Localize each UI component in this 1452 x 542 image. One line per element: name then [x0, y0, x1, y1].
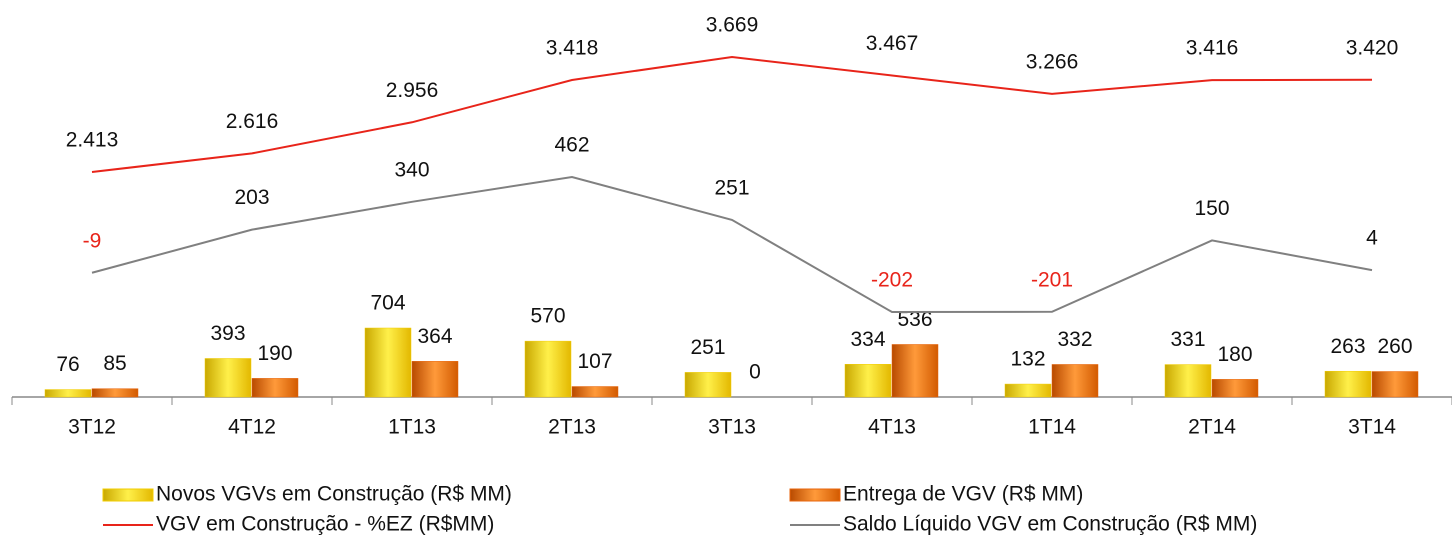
bar — [44, 389, 92, 398]
data-label: 3.266 — [1026, 50, 1079, 73]
line — [91, 175, 1373, 314]
data-label: 462 — [554, 134, 589, 157]
bar — [364, 327, 412, 398]
bar — [251, 378, 299, 398]
bar — [1211, 379, 1259, 398]
bar-label: 364 — [417, 325, 452, 348]
data-label: 2.413 — [66, 129, 119, 152]
bar — [411, 361, 459, 398]
bar-label: 263 — [1330, 335, 1365, 358]
bar — [1004, 383, 1052, 398]
bar-label: 331 — [1170, 328, 1205, 351]
bar — [844, 364, 892, 398]
x-tick-label: 4T12 — [228, 416, 276, 439]
data-label: 2.956 — [386, 79, 439, 102]
bar-label: 251 — [690, 336, 725, 359]
bar-label: 536 — [897, 308, 932, 331]
legend-swatch — [102, 488, 154, 502]
data-label: 203 — [234, 186, 269, 209]
data-label: 340 — [394, 158, 429, 181]
legend-swatch — [789, 488, 841, 502]
bar — [1051, 364, 1099, 398]
data-label: -9 — [83, 229, 102, 252]
bar — [91, 388, 139, 398]
data-label: 3.420 — [1346, 36, 1399, 59]
x-tick-label: 4T13 — [868, 416, 916, 439]
x-tick-label: 1T14 — [1028, 416, 1076, 439]
bar — [1324, 370, 1372, 398]
bar — [1371, 371, 1419, 398]
bar — [571, 386, 619, 398]
x-tick-label: 3T13 — [708, 416, 756, 439]
bar-label: 0 — [749, 361, 761, 384]
bar-label: 334 — [850, 328, 885, 351]
bar-label: 76 — [56, 353, 79, 376]
line — [91, 55, 1373, 173]
bar-label: 107 — [577, 350, 612, 373]
bar-label: 132 — [1010, 348, 1045, 371]
data-label: 4 — [1366, 227, 1378, 250]
bar-label: 570 — [530, 305, 565, 328]
legend-label: Entrega de VGV (R$ MM) — [843, 483, 1083, 506]
x-tick-label: 2T13 — [548, 416, 596, 439]
data-label: 3.669 — [706, 14, 759, 37]
data-label: 251 — [714, 176, 749, 199]
bar-label: 704 — [370, 292, 405, 315]
bar-label: 190 — [257, 342, 292, 365]
data-label: 3.467 — [866, 32, 919, 55]
legend-label: Novos VGVs em Construção (R$ MM) — [156, 483, 512, 506]
bar-label: 180 — [1217, 343, 1252, 366]
x-tick-label: 3T12 — [68, 416, 116, 439]
data-label: 3.418 — [546, 37, 599, 60]
x-tick-label: 1T13 — [388, 416, 436, 439]
bar-label: 85 — [103, 352, 126, 375]
x-tick-label: 2T14 — [1188, 416, 1236, 439]
data-label: -201 — [1031, 268, 1073, 291]
bar — [524, 340, 572, 398]
bar-label: 332 — [1057, 328, 1092, 351]
data-label: 3.416 — [1186, 37, 1239, 60]
x-tick-label: 3T14 — [1348, 416, 1396, 439]
bar — [1164, 364, 1212, 398]
bar-label: 393 — [210, 322, 245, 345]
bar — [684, 372, 732, 398]
data-label: -202 — [871, 269, 913, 292]
data-label: 150 — [1194, 197, 1229, 220]
legend-label: Saldo Líquido VGV em Construção (R$ MM) — [843, 513, 1257, 536]
bar — [204, 358, 252, 398]
bar-label: 260 — [1377, 335, 1412, 358]
bar — [891, 344, 939, 398]
legend-label: VGV em Construção - %EZ (R$MM) — [156, 513, 494, 536]
data-label: 2.616 — [226, 110, 279, 133]
